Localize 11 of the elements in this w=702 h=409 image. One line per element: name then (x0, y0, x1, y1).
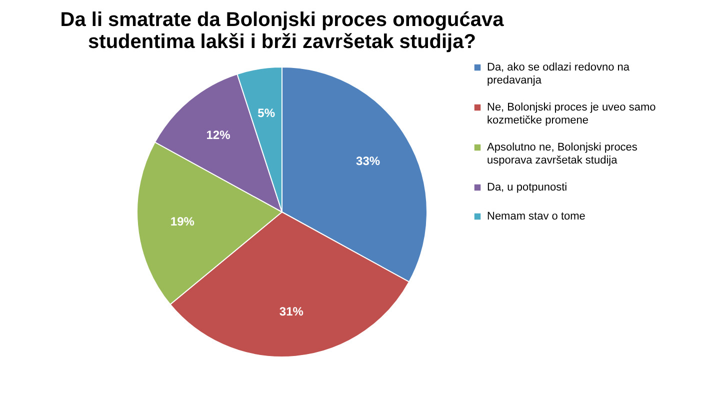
data-label: 5% (258, 106, 276, 120)
legend-label: Da, u potpunosti (487, 182, 568, 194)
legend-label: Apsolutno ne, Bolonjski proces usporava završetak studija (487, 142, 638, 166)
data-label: 31% (279, 304, 304, 319)
legend-label: Da, ako se odlazi redovno na predavanja (487, 62, 630, 86)
chart-title: Da li smatrate da Bolonjski proces omogućava studentima lakši i brži završetak studija? (60, 9, 505, 53)
data-label: 12% (206, 128, 231, 142)
data-label: 33% (356, 154, 380, 168)
legend-label: Ne, Bolonjski proces je uveo samo kozmetičke promene (487, 102, 656, 126)
data-label: 19% (170, 214, 195, 228)
legend-label: Nemam stav o tome (487, 210, 586, 222)
